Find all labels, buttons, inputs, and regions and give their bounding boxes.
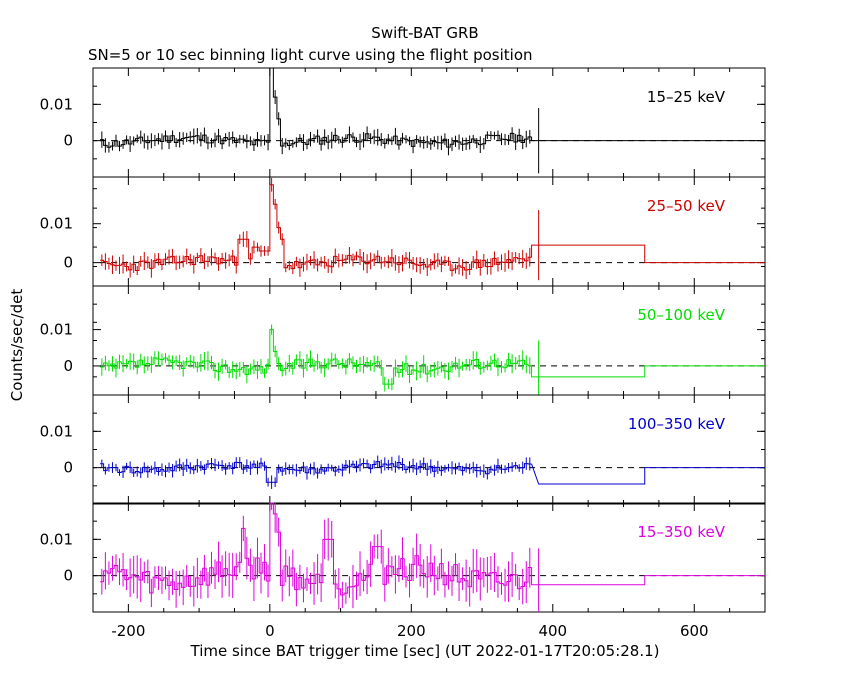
x-tick-label: 200: [397, 622, 426, 640]
panel-frame: [92, 67, 766, 178]
y-tick-label: 0: [63, 357, 73, 375]
panel-5: 0.01 0 15–350 keV: [40, 502, 766, 613]
panel-label: 50–100 keV: [637, 306, 725, 324]
x-tick-label: 0: [265, 622, 275, 640]
x-axis-label: Time since BAT trigger time [sec] (UT 20…: [190, 642, 660, 660]
panel-label: 100–350 keV: [628, 415, 726, 433]
series-tail: [531, 244, 765, 264]
y-tick-label: 0.01: [40, 422, 73, 440]
y-tick-label: 0: [63, 132, 73, 150]
panel-4: 0.01 0 100–350 keV: [40, 394, 766, 505]
series-line: [100, 184, 532, 272]
series-tail: [531, 567, 765, 586]
y-tick-label: 0.01: [40, 530, 73, 548]
y-tick-label: 0.01: [40, 95, 73, 113]
y-tick-label: 0.01: [40, 215, 73, 233]
series-line: [100, 461, 532, 483]
panel-frame: [92, 394, 766, 505]
panel-label: 25–50 keV: [647, 197, 726, 215]
series-line: [100, 329, 532, 385]
chart-title: Swift-BAT GRB: [371, 24, 478, 42]
panel-1: 0.01 0 15–25 keV: [40, 67, 766, 178]
y-axis-label: Counts/sec/det: [8, 289, 26, 402]
y-tick-label: 0: [63, 459, 73, 477]
series-tail: [531, 463, 765, 485]
panel-2: 0.01 0 25–50 keV: [40, 176, 766, 287]
panel-3: 0.01 0 50–100 keV: [40, 285, 766, 396]
series-tail: [531, 136, 765, 142]
y-tick-label: 0: [63, 254, 73, 272]
series-tail: [531, 365, 765, 378]
panel-label: 15–25 keV: [647, 88, 726, 106]
panel-label: 15–350 keV: [637, 523, 725, 541]
panels-group: 0.01 0 15–25 keV 0.01 0 25–50 keV 0.01 0 50–100 …: [40, 67, 766, 640]
y-tick-label: 0: [63, 567, 73, 585]
series-line: [100, 502, 532, 596]
series-line: [100, 67, 532, 148]
y-tick-label: 0.01: [40, 321, 73, 339]
x-tick-label: -200: [111, 622, 145, 640]
panel-frame: [92, 285, 766, 396]
chart-subtitle: SN=5 or 10 sec binning light curve using…: [88, 46, 533, 64]
x-tick-label: 400: [538, 622, 567, 640]
x-tick-label: 600: [680, 622, 709, 640]
